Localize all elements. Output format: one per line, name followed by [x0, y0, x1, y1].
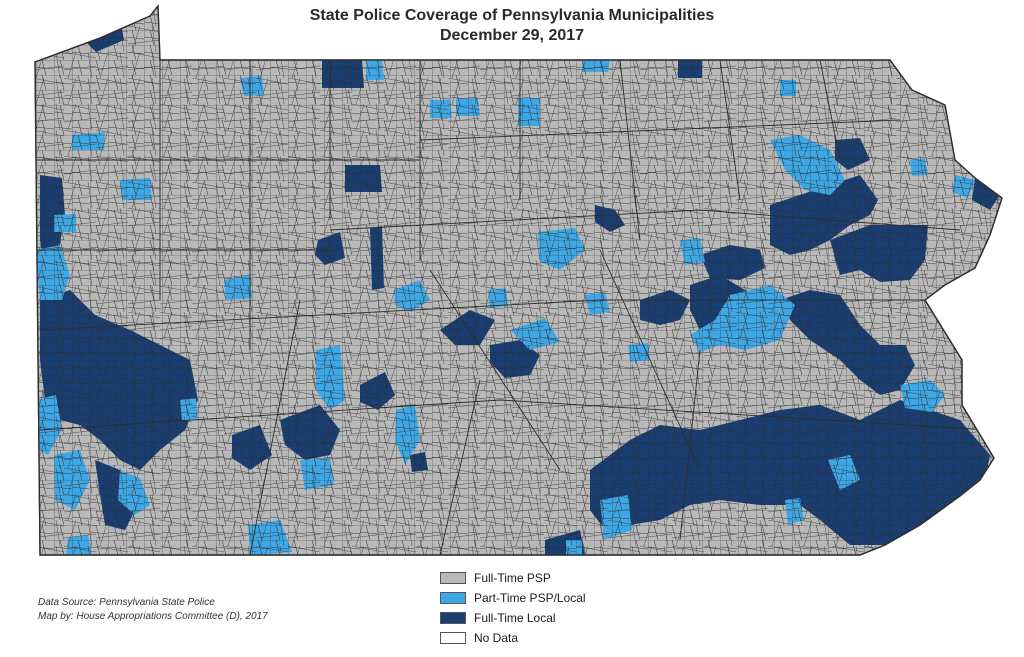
legend-label: No Data: [474, 631, 519, 645]
legend-item-full-time-psp: Full-Time PSP: [440, 568, 660, 588]
map-legend: Full-Time PSP Part-Time PSP/Local Full-T…: [440, 568, 660, 648]
legend-item-full-time-local: Full-Time Local: [440, 608, 660, 628]
legend-item-part-time: Part-Time PSP/Local: [440, 588, 660, 608]
map-credits: Data Source: Pennsylvania State Police M…: [38, 596, 368, 624]
gray-swatch-icon: [440, 572, 466, 584]
map-title: State Police Coverage of Pennsylvania Mu…: [309, 7, 715, 24]
legend-item-no-data: No Data: [440, 628, 660, 648]
legend-label: Full-Time PSP: [474, 571, 551, 585]
legend-label: Full-Time Local: [474, 611, 556, 625]
map-subtitle: December 29, 2017: [439, 27, 585, 44]
map-author-credit: Map by: House Appropriations Committee (…: [38, 611, 268, 622]
white-swatch-icon: [440, 632, 466, 644]
dark-blue-swatch-icon: [440, 612, 466, 624]
light-blue-swatch-icon: [440, 592, 466, 604]
map-title-block: State Police Coverage of Pennsylvania Mu…: [0, 6, 1024, 46]
data-source-credit: Data Source: Pennsylvania State Police: [38, 597, 215, 608]
legend-label: Part-Time PSP/Local: [474, 591, 586, 605]
